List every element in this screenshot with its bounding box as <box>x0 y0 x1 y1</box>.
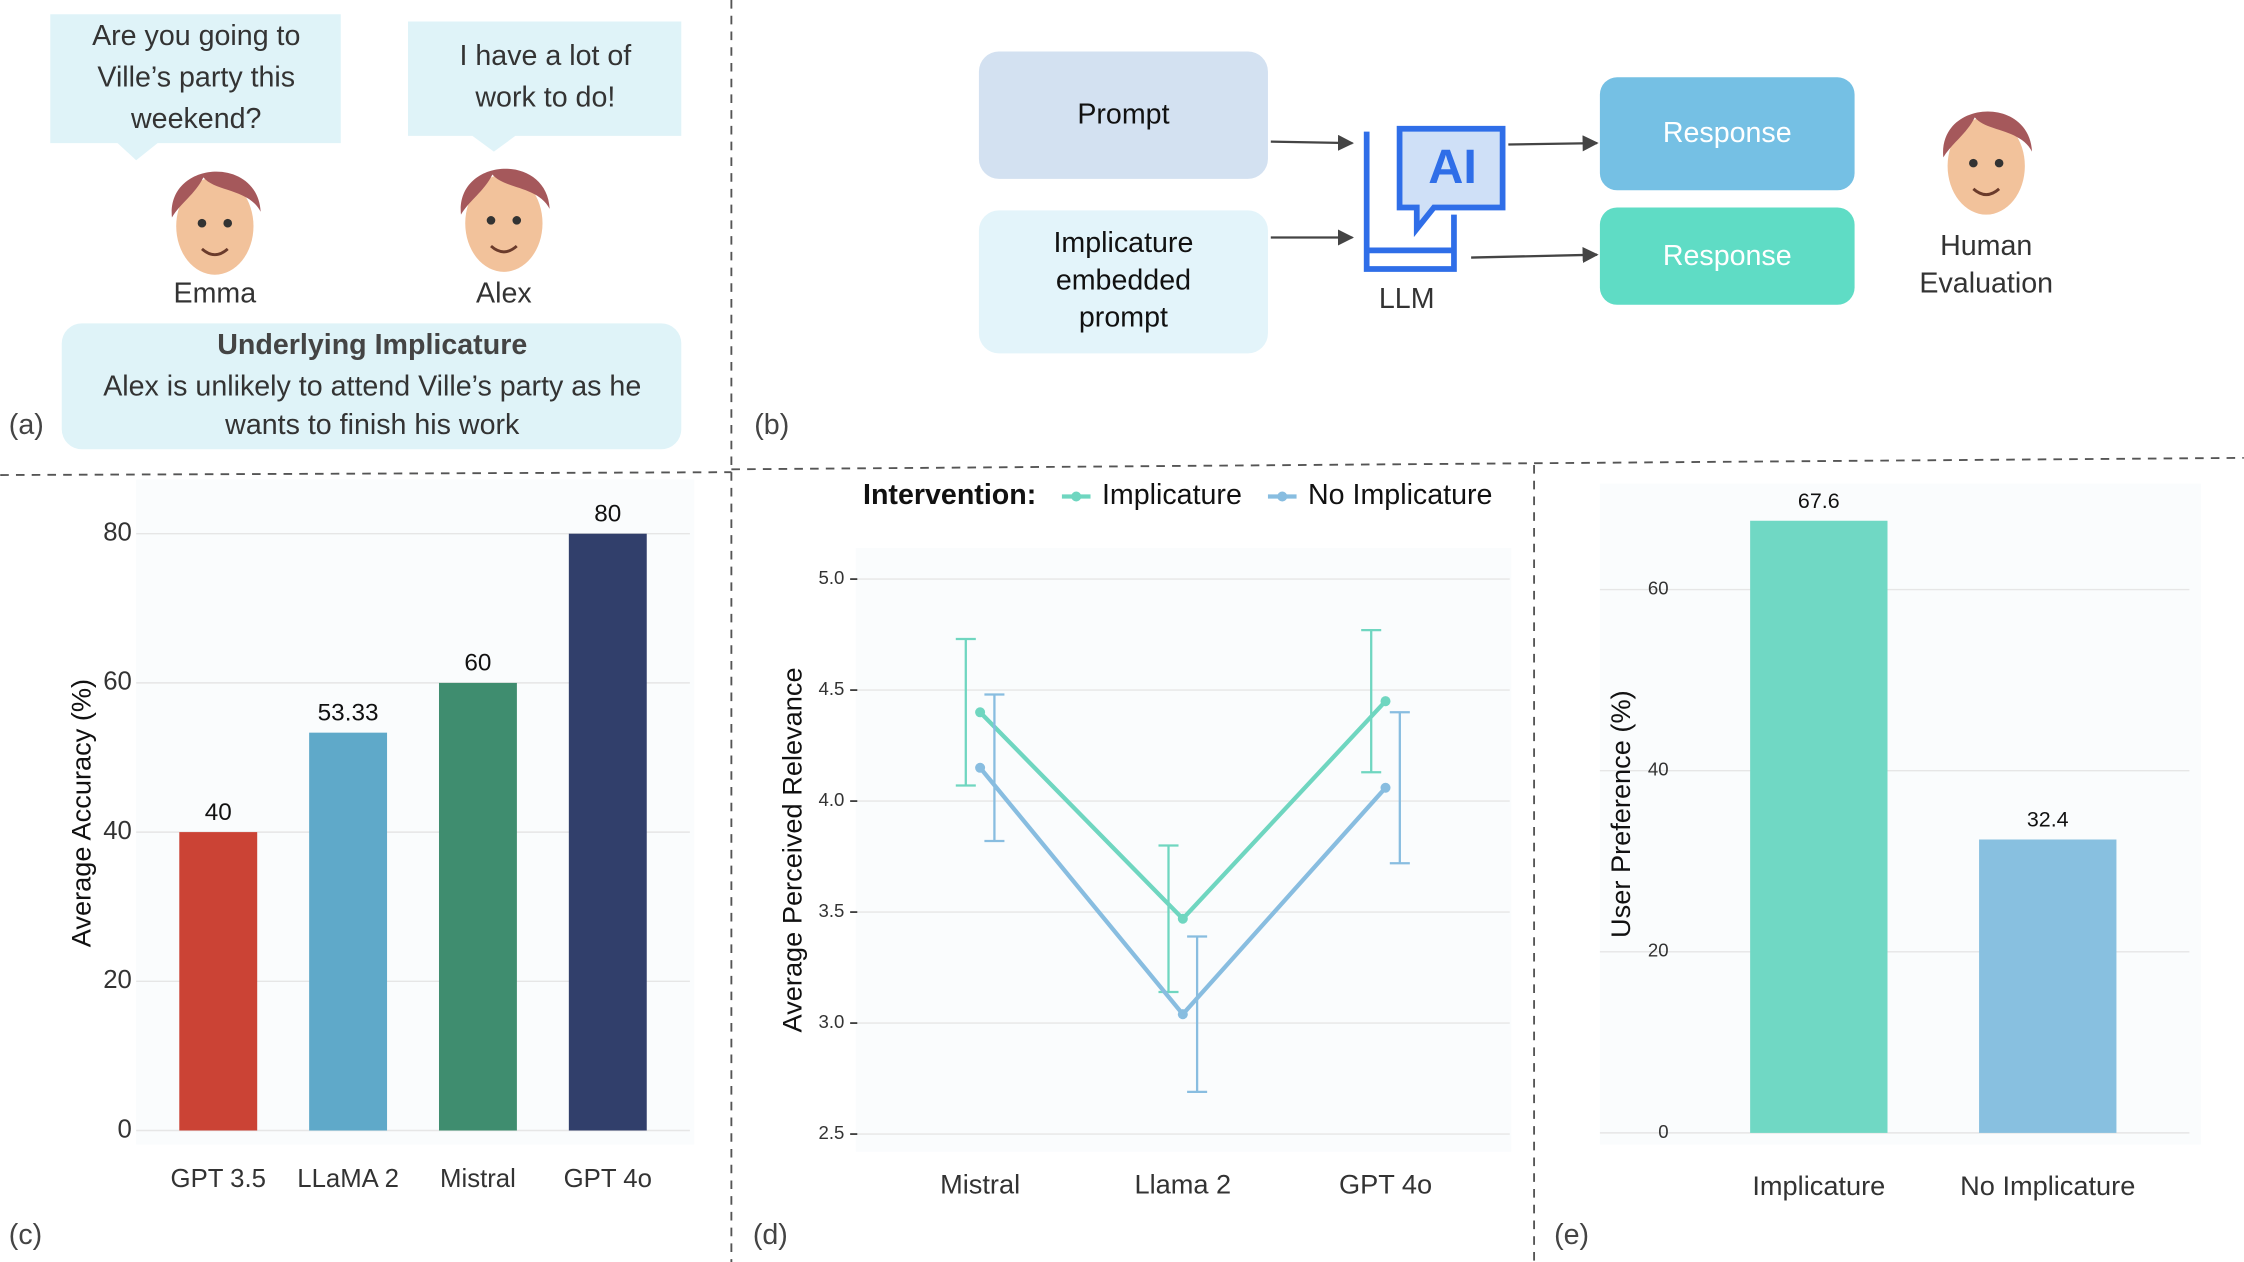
y-tick-label: 60 <box>1648 577 1669 598</box>
prompt-text: Prompt <box>1077 98 1169 130</box>
y-tick-label: 5.0 <box>819 567 845 588</box>
y-axis-label: Average Perceived Relevance <box>777 667 808 1032</box>
legend-label: No Implicature <box>1308 479 1492 511</box>
implicature-box <box>61 323 682 450</box>
panel-label: (a) <box>9 409 44 441</box>
evaluator-text: Human <box>1940 230 2032 262</box>
response-box <box>1599 207 1855 305</box>
x-tick-label: GPT 4o <box>564 1165 652 1193</box>
point <box>975 762 986 773</box>
panel-label: (e) <box>1554 1219 1589 1251</box>
y-tick-label: 40 <box>103 817 132 845</box>
divider <box>731 456 2244 471</box>
llm-icon <box>1363 125 1506 272</box>
point <box>1380 782 1391 793</box>
value-label: 53.33 <box>318 699 379 726</box>
point <box>1380 696 1391 707</box>
bar <box>179 832 258 1131</box>
panel-label: (d) <box>753 1219 788 1251</box>
implicature-text: wants to finish his work <box>224 409 520 441</box>
panel-label: (c) <box>9 1219 42 1251</box>
implicature-text: Alex is unlikely to attend Ville’s party… <box>103 370 641 402</box>
x-tick-label: Mistral <box>440 1165 516 1193</box>
y-tick-label: 20 <box>103 966 132 994</box>
x-tick-label: LLaMA 2 <box>297 1165 399 1193</box>
response-text: Response <box>1663 240 1792 272</box>
y-axis-label: Average Accuracy (%) <box>65 679 96 947</box>
prompt-box <box>978 210 1268 354</box>
legend-title: Intervention: <box>863 479 1036 511</box>
bar <box>1979 839 2117 1133</box>
y-tick-label: 3.0 <box>819 1011 845 1032</box>
y-tick-label: 4.0 <box>819 789 845 810</box>
prompt-box <box>978 51 1268 179</box>
bubble-text: I have a lot of <box>459 40 631 72</box>
bar <box>568 533 647 1131</box>
implicature-title: Underlying Implicature <box>217 329 527 361</box>
prompt-text: Implicature <box>1053 227 1193 259</box>
value-label: 80 <box>594 501 621 528</box>
arrow <box>1270 134 1354 151</box>
y-tick-label: 80 <box>103 518 132 546</box>
x-tick-label: Implicature <box>1752 1170 1885 1201</box>
legend-label: Implicature <box>1102 479 1242 511</box>
panel-label: (b) <box>754 409 789 441</box>
y-tick-label: 3.5 <box>819 900 845 921</box>
x-tick-label: No Implicature <box>1960 1170 2135 1201</box>
panel-a: Are you going to Ville’s party this week… <box>9 14 682 450</box>
value-label: 67.6 <box>1798 489 1840 513</box>
value-label: 40 <box>205 799 232 826</box>
legend-swatch <box>1277 491 1288 502</box>
arrow <box>1508 135 1599 152</box>
speaker-name: Alex <box>476 277 532 309</box>
x-tick-label: Mistral <box>940 1168 1020 1199</box>
y-tick-label: 0 <box>118 1115 132 1143</box>
prompt-text: prompt <box>1079 302 1168 334</box>
prompt-text: embedded <box>1056 264 1191 296</box>
arrow <box>1471 247 1599 264</box>
point <box>975 707 986 718</box>
y-axis-label: User Preference (%) <box>1605 690 1636 938</box>
x-tick-label: GPT 3.5 <box>171 1165 266 1193</box>
response-box <box>1599 77 1855 191</box>
panel-b: Prompt Implicature embedded prompt AI LL… <box>754 51 2053 441</box>
point <box>1177 913 1188 924</box>
y-tick-label: 4.5 <box>819 678 845 699</box>
y-tick-label: 2.5 <box>819 1122 845 1143</box>
y-tick-label: 0 <box>1658 1121 1668 1142</box>
speech-bubble <box>50 14 341 161</box>
bar <box>438 682 517 1131</box>
y-tick-label: 60 <box>103 668 132 696</box>
bubble-text: Are you going to <box>92 20 300 52</box>
bar <box>309 732 388 1131</box>
legend-swatch <box>1071 491 1082 502</box>
evaluator-text: Evaluation <box>1919 267 2053 299</box>
bubble-text: work to do! <box>474 81 615 113</box>
value-label: 60 <box>464 650 491 677</box>
x-tick-label: GPT 4o <box>1339 1168 1432 1199</box>
y-tick-label: 40 <box>1648 759 1669 780</box>
y-tick-label: 20 <box>1648 940 1669 961</box>
bar <box>1750 520 1888 1133</box>
value-label: 32.4 <box>2027 808 2069 832</box>
response-text: Response <box>1663 117 1792 149</box>
speaker-name: Emma <box>174 277 257 309</box>
plot-background <box>855 548 1512 1152</box>
divider <box>0 471 732 476</box>
bubble-text: weekend? <box>130 103 261 135</box>
point <box>1177 1009 1188 1020</box>
speech-bubble <box>408 21 682 152</box>
llm-label: LLM <box>1379 283 1435 315</box>
bubble-text: Ville’s party this <box>97 61 295 93</box>
llm-icon-text: AI <box>1428 140 1477 194</box>
x-tick-label: Llama 2 <box>1134 1168 1231 1199</box>
